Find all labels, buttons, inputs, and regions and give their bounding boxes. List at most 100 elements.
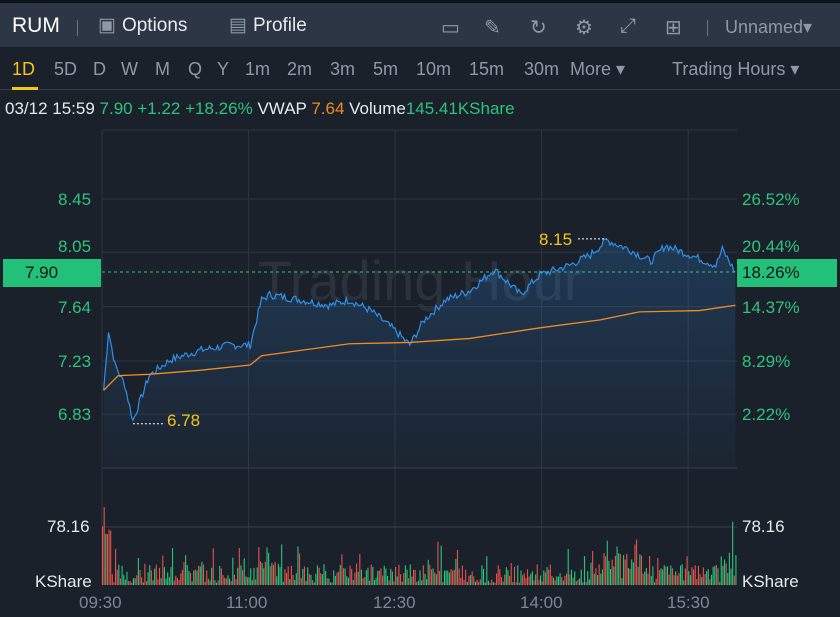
quote-datetime: 03/12 15:59 (5, 99, 95, 118)
volume-bar (110, 530, 112, 585)
volume-bar (502, 581, 504, 585)
more-dropdown[interactable]: More ▾ (570, 59, 626, 79)
period-10m[interactable]: 10m (416, 59, 452, 79)
refresh-icon[interactable]: ↻ (530, 17, 547, 39)
gear-icon[interactable]: ⚙ (575, 17, 593, 39)
volume-bar (281, 544, 283, 585)
options-button[interactable]: ▣ Options (98, 14, 187, 37)
volume-bar (132, 578, 135, 585)
volume-bar (108, 529, 110, 585)
period-2m[interactable]: 2m (287, 59, 313, 79)
period-d[interactable]: D (93, 59, 106, 79)
volume-bar (476, 579, 478, 585)
volume-bar (359, 553, 361, 585)
volume-bar (422, 565, 424, 585)
volume-bar (666, 566, 669, 585)
period-5m[interactable]: 5m (373, 59, 399, 79)
volume-bar (481, 565, 483, 585)
period-1m[interactable]: 1m (245, 59, 271, 79)
volume-bar (727, 572, 729, 585)
layout-dropdown[interactable]: Unnamed▾ (725, 17, 813, 37)
volume-bar (427, 559, 429, 585)
volume-bar (512, 582, 514, 585)
volume-bar (209, 580, 211, 585)
volume-bar (233, 574, 235, 585)
volume-bar (523, 573, 525, 585)
volume-bar (158, 567, 161, 585)
period-5d[interactable]: 5D (54, 59, 78, 79)
volume-bar (328, 578, 330, 585)
period-w[interactable]: W (121, 59, 138, 79)
volume-bar (706, 571, 708, 585)
volume-bar (655, 578, 657, 585)
volume-bar (193, 570, 195, 585)
period-1d[interactable]: 1D (12, 59, 36, 79)
volume-bar (714, 566, 716, 585)
volume-bar (251, 580, 253, 585)
volume-bar (329, 582, 332, 585)
draw-pencil-icon[interactable]: ✎ (484, 17, 501, 39)
volume-bar (141, 577, 143, 585)
volume-bar (378, 570, 380, 585)
volume-bar (642, 573, 644, 585)
volume-bar (238, 548, 240, 585)
fullscreen-icon[interactable]: ⤢ (620, 15, 636, 37)
volume-bar (217, 580, 219, 585)
volume-bar (697, 565, 700, 585)
volume-bar (357, 571, 359, 585)
volume-bar (452, 570, 454, 585)
volume-bar (680, 565, 682, 585)
period-y[interactable]: Y (217, 59, 230, 79)
volume-bar (416, 581, 418, 585)
volume-bar (468, 575, 470, 585)
period-30m[interactable]: 30m (524, 59, 560, 79)
volume-bar (456, 550, 459, 585)
volume-bar (346, 576, 348, 585)
period-m[interactable]: M (155, 59, 170, 79)
vwap-line (103, 304, 736, 391)
volume-bar (315, 573, 317, 585)
volume-bar (302, 569, 304, 585)
volume-bar (644, 571, 646, 585)
period-15m[interactable]: 15m (469, 59, 505, 79)
volume-bar (152, 580, 154, 585)
volume-bar (610, 568, 612, 585)
profile-button[interactable]: ▤ Profile (229, 14, 307, 37)
volume-bar (268, 552, 270, 585)
period-3m[interactable]: 3m (330, 59, 356, 79)
volume-bar (333, 570, 335, 585)
volume-bar (377, 571, 379, 585)
volume-bar (719, 581, 721, 585)
volume-bar (515, 582, 517, 585)
period-q[interactable]: Q (188, 59, 203, 79)
volume-bar (432, 568, 434, 585)
volume-bar (102, 526, 104, 585)
volume-bar (173, 580, 175, 585)
volume-bar (373, 580, 376, 585)
volume-bar (157, 579, 159, 585)
y-tick-left: 8.45 (58, 190, 92, 209)
volume-bar (408, 578, 410, 585)
volume-bar (533, 580, 535, 585)
volume-bar (191, 581, 193, 585)
volume-bar (689, 575, 691, 585)
volume-bar (287, 566, 289, 585)
volume-bar (189, 572, 192, 585)
volume-bar (478, 581, 480, 585)
volume-bar (201, 561, 203, 585)
volume-bar (240, 565, 242, 585)
volume-bar (160, 578, 162, 585)
volume-bar (119, 578, 122, 585)
volume-bar (442, 582, 444, 585)
volume-bar (712, 566, 714, 585)
volume-bar (509, 575, 511, 585)
volume-bar (557, 576, 559, 585)
volume-bar (559, 573, 561, 585)
volume-bar (308, 574, 310, 585)
volume-bar (326, 578, 328, 585)
symbol: RUM (12, 14, 60, 37)
session-dropdown[interactable]: Trading Hours ▾ (672, 59, 800, 79)
grid-layout-icon[interactable]: ⊞ (665, 17, 682, 39)
indicator-chart-icon[interactable]: ▭ (441, 17, 460, 39)
